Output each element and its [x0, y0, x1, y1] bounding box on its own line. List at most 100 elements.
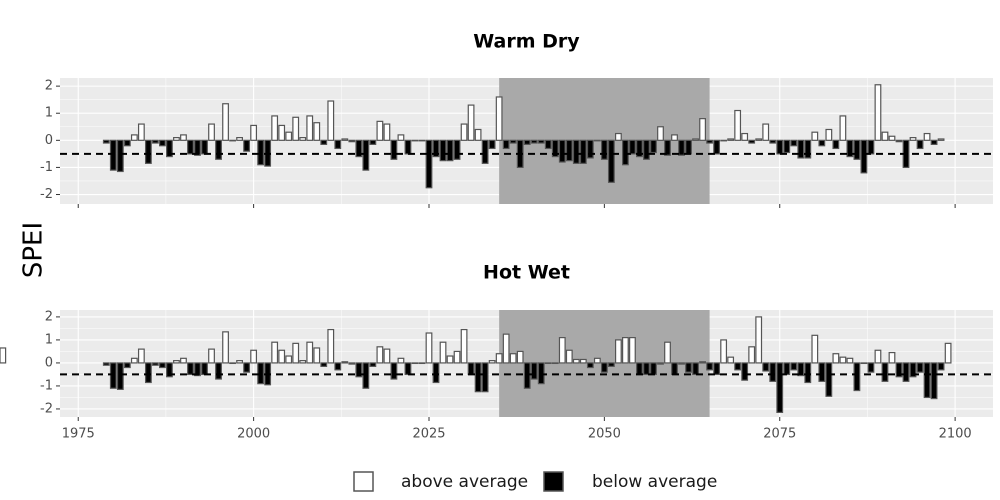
- legend-key: [543, 471, 564, 492]
- bar: [664, 341, 671, 364]
- bar: [853, 362, 861, 392]
- bar: [243, 362, 251, 373]
- bar: [348, 139, 356, 143]
- bar: [460, 123, 468, 141]
- bar: [685, 139, 692, 155]
- bar: [116, 139, 124, 173]
- bar: [881, 131, 889, 141]
- bar: [166, 139, 173, 158]
- bar: [313, 347, 321, 364]
- bar: [895, 362, 903, 378]
- bar: [453, 350, 461, 364]
- bar: [776, 139, 784, 155]
- bar: [159, 139, 166, 147]
- bar: [944, 342, 952, 364]
- bar: [151, 362, 159, 366]
- bar: [643, 362, 650, 376]
- bar: [102, 139, 110, 144]
- bar: [530, 362, 538, 380]
- bar: [229, 362, 236, 365]
- bar: [425, 332, 433, 364]
- y-tick-label: -2: [40, 187, 53, 202]
- y-tick-label: -1: [40, 378, 53, 393]
- bar: [537, 139, 545, 144]
- bar: [629, 337, 636, 364]
- bar: [579, 358, 587, 364]
- bar: [825, 362, 833, 397]
- bar: [278, 124, 286, 141]
- bar: [839, 356, 847, 364]
- bar: [671, 134, 678, 141]
- bar: [495, 353, 503, 364]
- bar: [636, 139, 643, 158]
- y-tick-label: -1: [40, 160, 53, 175]
- bar: [411, 139, 419, 142]
- bar: [173, 360, 180, 364]
- x-tick-label: 2100: [939, 427, 972, 442]
- bar: [208, 348, 215, 364]
- bar: [867, 362, 875, 373]
- bar: [643, 139, 650, 160]
- bar: [109, 362, 117, 389]
- bar: [404, 139, 412, 155]
- bar: [467, 104, 475, 141]
- bar: [194, 139, 201, 156]
- bar: [558, 139, 566, 163]
- bar: [720, 339, 728, 364]
- bar: [180, 134, 187, 141]
- bar: [593, 357, 601, 364]
- bar: [404, 362, 412, 376]
- bar: [874, 84, 882, 141]
- bar: [916, 362, 924, 373]
- bar: [544, 362, 552, 365]
- bar: [306, 341, 314, 364]
- bar: [797, 362, 805, 377]
- bar: [446, 355, 454, 364]
- panel-title: Warm Dry: [473, 31, 580, 53]
- bar: [201, 362, 208, 376]
- bar: [432, 139, 440, 158]
- bar: [762, 123, 770, 141]
- bar: [811, 131, 819, 141]
- bar: [762, 362, 770, 372]
- bar: [860, 362, 868, 365]
- bar: [657, 126, 664, 141]
- bar: [692, 138, 699, 141]
- bar: [832, 353, 840, 364]
- bar: [727, 356, 735, 364]
- bar: [923, 132, 931, 141]
- bar: [516, 350, 524, 364]
- bar: [215, 139, 222, 160]
- bar: [657, 362, 664, 365]
- bar: [236, 137, 243, 141]
- bar: [137, 348, 145, 364]
- bar: [930, 139, 938, 145]
- bar: [614, 339, 622, 364]
- bar: [811, 334, 819, 364]
- bar: [151, 139, 159, 144]
- bar: [418, 139, 426, 142]
- bar: [215, 362, 222, 380]
- bar: [895, 139, 903, 143]
- bar: [853, 139, 861, 160]
- bar: [776, 362, 784, 413]
- x-tick-label: 2075: [763, 427, 796, 442]
- bar: [180, 357, 187, 364]
- bar: [874, 349, 882, 364]
- bar: [102, 362, 110, 366]
- bar: [937, 138, 945, 141]
- bar: [187, 362, 194, 376]
- bar: [390, 139, 398, 160]
- bar: [600, 139, 608, 160]
- bar: [362, 362, 370, 389]
- bar: [425, 139, 433, 189]
- bar: [334, 139, 342, 150]
- bar: [306, 115, 314, 141]
- x-tick-label: 2050: [588, 427, 621, 442]
- bar: [474, 362, 482, 393]
- bar: [418, 362, 426, 365]
- bar: [544, 139, 552, 150]
- bar: [109, 139, 117, 171]
- bar: [748, 346, 756, 364]
- bar: [699, 118, 706, 141]
